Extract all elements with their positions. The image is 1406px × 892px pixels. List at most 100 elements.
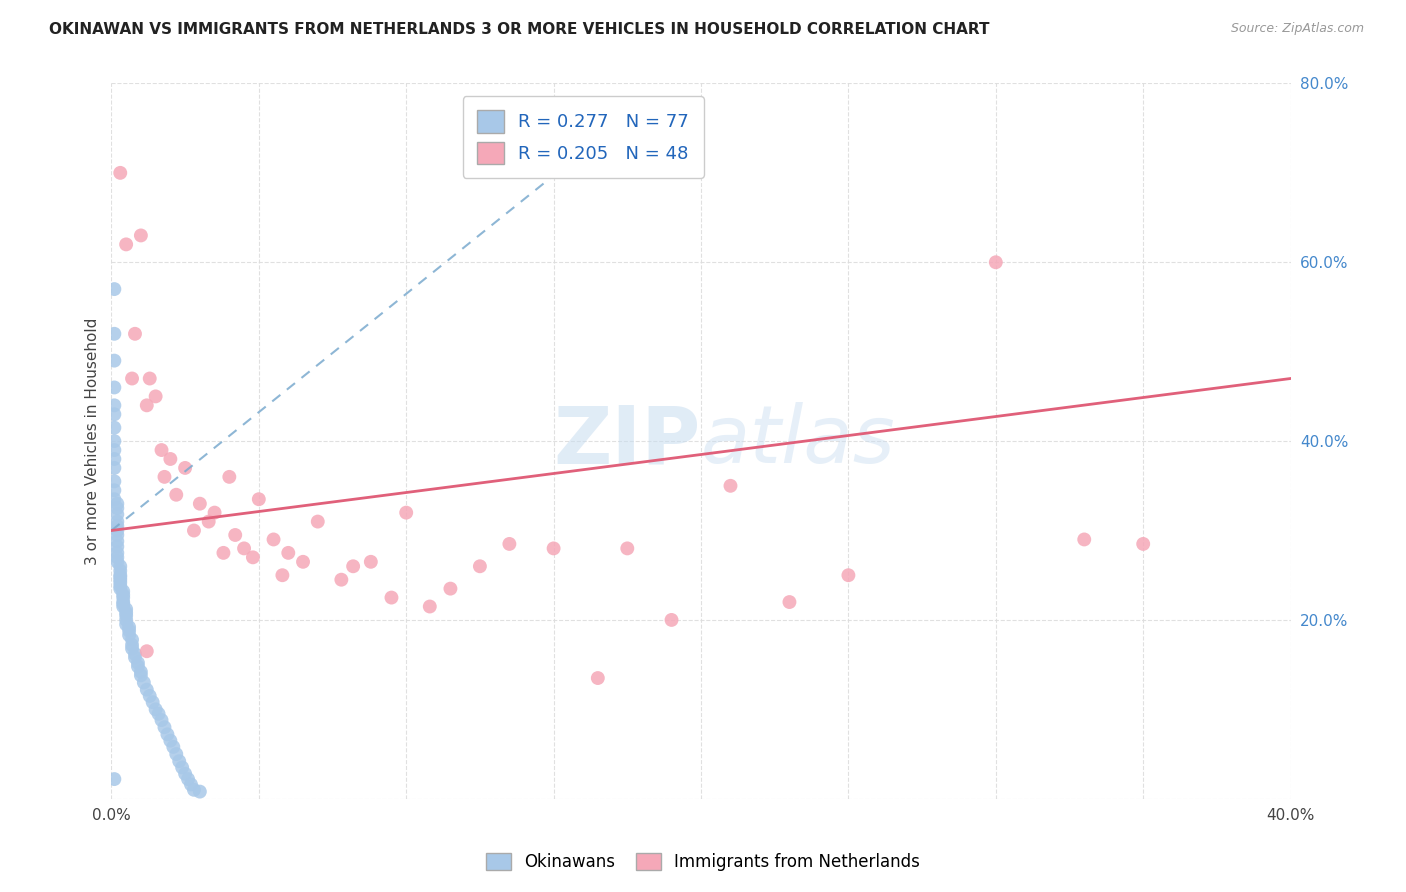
Point [468,559,491,574]
Point [121,371,143,385]
Point [103,326,125,341]
Point [135,644,157,658]
Point [105,501,128,516]
Point [360,555,382,569]
Point [271,568,294,582]
Point [307,515,329,529]
Point [103,282,125,296]
Point [543,541,565,556]
Point [165,747,187,761]
Point [135,682,157,697]
Point [103,492,125,507]
Point [218,470,240,484]
Point [242,550,264,565]
Point [103,380,125,394]
Point [778,595,800,609]
Point [172,760,194,774]
Point [183,782,205,797]
Point [498,537,520,551]
Point [661,613,683,627]
Point [105,508,128,522]
Point [212,546,235,560]
Point [127,659,149,673]
Point [103,407,125,421]
Point [616,541,638,556]
Point [112,588,135,602]
Y-axis label: 3 or more Vehicles in Household: 3 or more Vehicles in Household [86,318,100,565]
Point [112,584,135,599]
Point [115,602,138,616]
Point [118,624,141,638]
Point [103,443,125,458]
Point [174,461,197,475]
Point [153,470,176,484]
Point [105,534,128,549]
Point [342,559,364,574]
Point [118,628,141,642]
Point [142,695,165,709]
Point [124,647,146,661]
Point [121,641,143,656]
Point [1132,537,1154,551]
Point [103,461,125,475]
Point [115,608,138,623]
Point [105,528,128,542]
Point [148,706,170,721]
Point [984,255,1007,269]
Point [105,555,128,569]
Point [183,524,205,538]
Point [115,237,138,252]
Point [118,620,141,634]
Point [103,475,125,489]
Point [103,420,125,434]
Point [197,515,219,529]
Point [165,488,187,502]
Point [419,599,441,614]
Point [110,570,132,584]
Point [110,582,132,596]
Point [105,550,128,565]
Point [159,733,181,747]
Point [110,579,132,593]
Point [103,353,125,368]
Point [277,546,299,560]
Point [105,497,128,511]
Point [720,479,742,493]
Point [103,772,125,786]
Point [110,166,132,180]
Point [330,573,353,587]
Point [105,515,128,529]
Point [145,702,167,716]
Legend: Okinawans, Immigrants from Netherlands: Okinawans, Immigrants from Netherlands [478,845,928,880]
Point [115,617,138,632]
Point [112,595,135,609]
Point [124,650,146,665]
Point [138,371,160,385]
Point [103,398,125,412]
Point [112,597,135,611]
Point [112,591,135,605]
Text: ZIP: ZIP [554,402,702,480]
Legend: R = 0.277   N = 77, R = 0.205   N = 48: R = 0.277 N = 77, R = 0.205 N = 48 [463,96,703,178]
Text: OKINAWAN VS IMMIGRANTS FROM NETHERLANDS 3 OR MORE VEHICLES IN HOUSEHOLD CORRELAT: OKINAWAN VS IMMIGRANTS FROM NETHERLANDS … [49,22,990,37]
Point [135,398,157,412]
Point [162,739,184,754]
Point [132,675,155,690]
Point [138,689,160,703]
Point [115,613,138,627]
Point [153,720,176,734]
Point [395,506,418,520]
Point [156,727,179,741]
Point [121,638,143,652]
Point [103,452,125,467]
Point [586,671,609,685]
Point [115,606,138,620]
Point [105,546,128,560]
Point [110,559,132,574]
Point [110,573,132,587]
Point [1073,533,1095,547]
Point [247,492,270,507]
Point [129,228,152,243]
Point [127,656,149,670]
Point [110,568,132,582]
